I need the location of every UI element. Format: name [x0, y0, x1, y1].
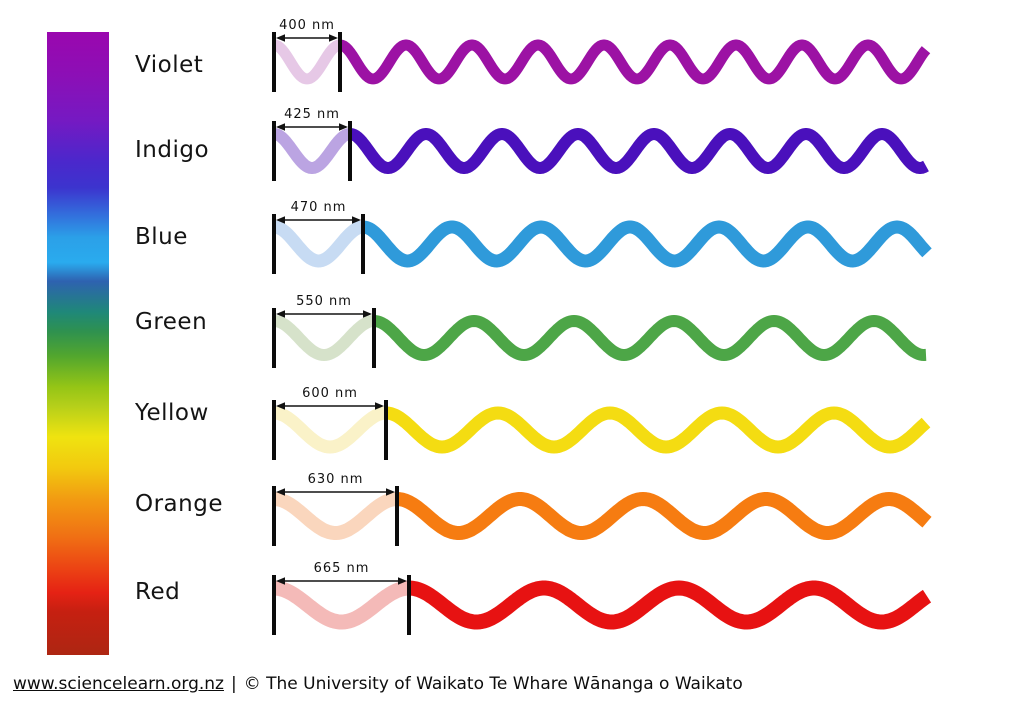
color-label-blue: Blue	[135, 224, 188, 250]
wave-row-blue: 470 nm	[269, 200, 932, 274]
footer-separator: |	[230, 674, 237, 694]
wavelength-label-yellow: 600 nm	[302, 386, 358, 401]
wave-path-blue	[358, 220, 932, 268]
wavelength-label-red: 665 nm	[314, 561, 370, 576]
wave-row-red: 665 nm	[268, 561, 933, 635]
wavelength-arrow-orange	[276, 488, 395, 496]
wavelength-label-violet: 400 nm	[279, 18, 335, 33]
wave-cycle-highlight-red	[268, 580, 414, 630]
spectrum-gradient-bar	[47, 32, 109, 655]
color-label-violet: Violet	[135, 52, 204, 78]
wavelength-arrow-indigo	[276, 123, 348, 131]
wave-cycle-highlight-violet	[270, 39, 344, 85]
footer: www.sciencelearn.org.nz | © The University…	[13, 674, 743, 694]
wavelength-arrow-blue	[276, 216, 361, 224]
footer-link[interactable]: www.sciencelearn.org.nz	[13, 674, 224, 694]
wavelength-arrow-green	[276, 310, 372, 318]
wavelength-label-orange: 630 nm	[308, 472, 364, 487]
wave-cycle-highlight-orange	[269, 492, 401, 540]
wave-path-violet	[336, 39, 931, 85]
color-label-orange: Orange	[135, 491, 223, 517]
wavelength-label-blue: 470 nm	[291, 200, 347, 215]
wave-path-indigo	[346, 128, 930, 174]
wavelength-arrow-yellow	[276, 402, 384, 410]
wave-path-green	[370, 315, 930, 361]
color-label-green: Green	[135, 309, 208, 335]
wave-row-yellow: 600 nm	[269, 386, 931, 460]
wave-row-orange: 630 nm	[269, 472, 932, 546]
color-label-yellow: Yellow	[135, 400, 209, 426]
wave-cycle-highlight-blue	[269, 220, 367, 268]
wave-row-green: 550 nm	[270, 294, 930, 368]
wavelength-label-green: 550 nm	[296, 294, 352, 309]
wave-path-orange	[392, 492, 932, 540]
color-label-indigo: Indigo	[135, 137, 210, 163]
wave-path-yellow	[381, 406, 931, 454]
wave-row-violet: 400 nm	[270, 18, 931, 92]
wavelength-arrow-red	[276, 577, 407, 585]
color-label-red: Red	[135, 579, 181, 605]
wavelength-arrow-violet	[276, 34, 338, 42]
wave-cycle-highlight-indigo	[270, 128, 354, 174]
wave-row-indigo: 425 nm	[270, 107, 930, 181]
wave-cycle-highlight-green	[270, 315, 378, 361]
wavelength-label-indigo: 425 nm	[284, 107, 340, 122]
footer-credit: © The University of Waikato Te Whare Wān…	[243, 674, 743, 694]
wave-path-red	[403, 580, 933, 630]
wave-cycle-highlight-yellow	[269, 406, 391, 454]
